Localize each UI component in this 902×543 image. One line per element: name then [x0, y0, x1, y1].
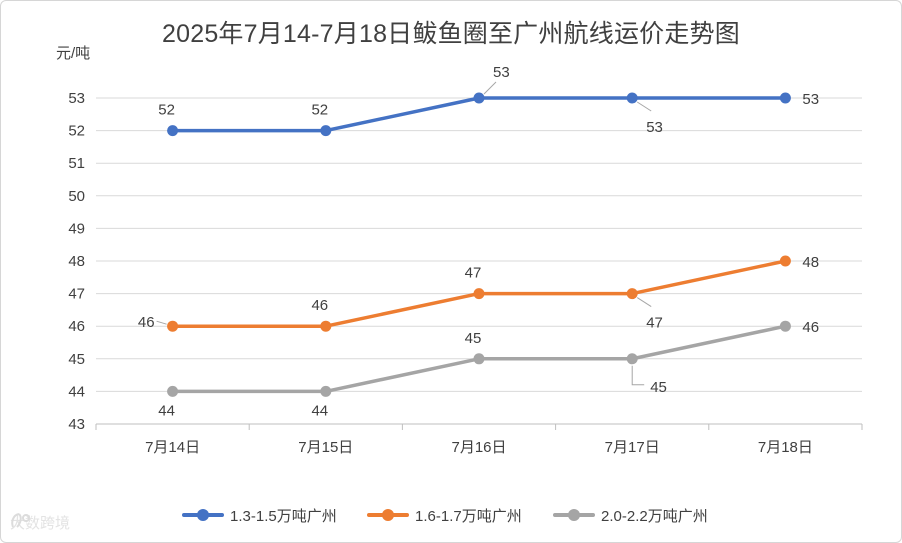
data-point — [779, 320, 791, 332]
y-tick-label: 47 — [68, 286, 85, 303]
watermark: 大数跨境 — [10, 512, 70, 533]
data-point — [473, 92, 485, 104]
y-tick-label: 50 — [68, 188, 85, 205]
gridlines — [96, 97, 862, 425]
legend-label: 2.0-2.2万吨广州 — [601, 507, 708, 525]
legend-swatch — [367, 503, 409, 527]
data-label: 46 — [311, 297, 328, 314]
legend: 1.3-1.5万吨广州 1.6-1.7万吨广州 2.0-2.2万吨广州 — [0, 503, 902, 527]
y-tick-label: 49 — [68, 220, 85, 237]
brand-logo-icon — [11, 513, 30, 528]
x-tick-label: 7月16日 — [451, 439, 506, 456]
series-group — [167, 92, 791, 397]
data-label: 44 — [311, 402, 328, 419]
data-label: 44 — [158, 402, 175, 419]
legend-item: 2.0-2.2万吨广州 — [553, 503, 708, 527]
y-tick-label: 52 — [68, 123, 85, 140]
data-point — [626, 92, 638, 104]
label-leader-line — [636, 297, 652, 308]
data-point — [167, 320, 179, 332]
data-point — [167, 385, 179, 397]
x-tick-label: 7月18日 — [758, 439, 813, 456]
y-tick-label: 44 — [68, 383, 85, 400]
x-tick-label: 7月17日 — [605, 439, 660, 456]
data-label: 45 — [650, 379, 667, 396]
legend-label: 1.6-1.7万吨广州 — [415, 507, 522, 525]
y-tick-label: 43 — [68, 416, 85, 433]
chart-title: 2025年7月14-7月18日鲅鱼圈至广州航线运价走势图 — [162, 20, 740, 48]
legend-swatch — [182, 503, 224, 527]
legend-item: 1.3-1.5万吨广州 — [182, 503, 337, 527]
label-leader-line — [483, 81, 497, 95]
label-leader-line — [156, 320, 167, 325]
data-label: 53 — [802, 91, 819, 108]
label-leader-line — [631, 365, 645, 386]
data-labels: 52 52 53 53 53 46 46 47 47 48 44 44 45 45 46 — [138, 64, 819, 419]
y-tick-label: 48 — [68, 253, 85, 270]
y-tick-label: 46 — [68, 318, 85, 335]
data-point — [320, 125, 332, 137]
y-axis-unit-label: 元/吨 — [56, 45, 91, 62]
x-axis: 7月14日 7月15日 7月16日 7月17日 7月18日 — [95, 424, 863, 456]
y-tick-label: 45 — [68, 351, 85, 368]
data-label: 45 — [465, 330, 482, 347]
data-point — [473, 288, 485, 300]
data-point — [473, 353, 485, 365]
x-tick-label: 7月15日 — [298, 439, 353, 456]
data-point — [626, 353, 638, 365]
data-label: 53 — [493, 64, 510, 81]
data-label: 46 — [138, 314, 155, 331]
watermark-text: 大数跨境 — [10, 515, 71, 532]
label-leader-line — [636, 101, 652, 112]
y-tick-label: 51 — [68, 155, 85, 172]
legend-label: 1.3-1.5万吨广州 — [230, 507, 337, 525]
data-label: 47 — [465, 265, 482, 282]
data-point — [626, 288, 638, 300]
data-point — [167, 125, 179, 137]
y-axis-ticks: 43 44 45 46 47 48 49 50 51 52 53 — [68, 90, 85, 433]
data-label: 53 — [646, 119, 663, 136]
y-tick-label: 53 — [68, 90, 85, 107]
data-point — [320, 385, 332, 397]
data-label: 52 — [311, 102, 328, 119]
data-point — [320, 320, 332, 332]
legend-swatch — [553, 503, 595, 527]
data-label: 46 — [802, 319, 819, 336]
data-point — [779, 255, 791, 267]
legend-item: 1.6-1.7万吨广州 — [367, 503, 522, 527]
data-point — [779, 92, 791, 104]
x-tick-label: 7月14日 — [145, 439, 200, 456]
data-label: 52 — [158, 102, 175, 119]
data-label: 48 — [802, 254, 819, 271]
data-label: 47 — [646, 315, 663, 332]
